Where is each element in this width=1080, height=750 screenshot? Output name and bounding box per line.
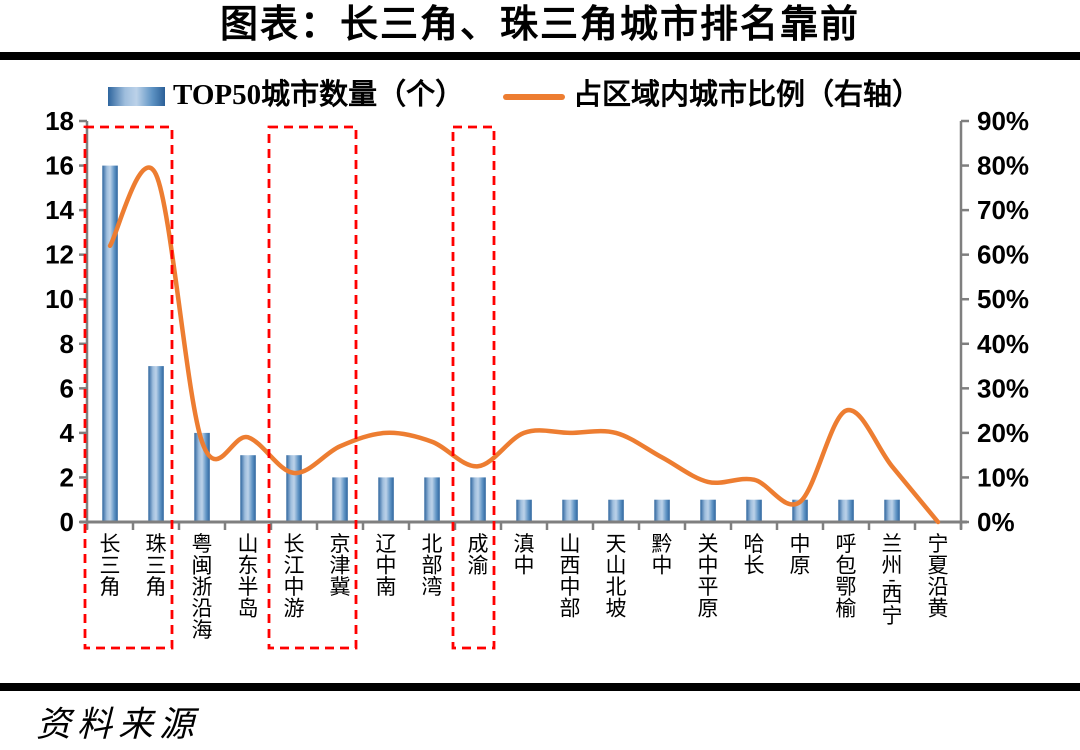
right-axis-tick-label: 60% bbox=[977, 240, 1029, 270]
right-axis-tick-label: 20% bbox=[977, 418, 1029, 448]
category-label: 宁夏沿黄 bbox=[928, 532, 949, 621]
ratio-line bbox=[107, 165, 941, 525]
category-label: 山东半岛 bbox=[238, 532, 259, 621]
line-series-swatch-icon bbox=[503, 93, 565, 100]
category-label: 滇中 bbox=[514, 532, 535, 578]
left-axis-tick-label: 14 bbox=[45, 195, 74, 225]
category-label: 呼包鄂榆 bbox=[836, 532, 857, 621]
category-label: 关中平原 bbox=[698, 532, 719, 621]
category-label: 成渝 bbox=[468, 532, 489, 578]
left-axis-tick-label: 6 bbox=[60, 373, 74, 403]
category-label: 北部湾 bbox=[422, 532, 443, 599]
right-axis-tick-label: 50% bbox=[977, 284, 1029, 314]
bar-series-label: TOP50城市数量（个） bbox=[173, 79, 465, 111]
right-axis-tick-label: 40% bbox=[977, 329, 1029, 359]
category-label: 京津冀 bbox=[330, 532, 351, 599]
bar bbox=[838, 499, 854, 522]
bar-series-swatch-icon bbox=[108, 87, 165, 106]
left-axis-tick-label: 0 bbox=[60, 507, 74, 537]
right-axis-tick-label: 70% bbox=[977, 195, 1029, 225]
legend-item-bars: TOP50城市数量（个） bbox=[108, 80, 464, 110]
bar bbox=[654, 499, 670, 522]
legend-item-line: 占区域内城市比例（右轴） bbox=[503, 80, 921, 110]
bar bbox=[470, 477, 486, 522]
left-axis-tick-label: 10 bbox=[45, 284, 74, 314]
category-label: 兰州-西宁 bbox=[882, 532, 903, 628]
bar bbox=[562, 499, 578, 522]
bar bbox=[332, 477, 348, 522]
left-axis-tick-label: 2 bbox=[60, 462, 74, 492]
bar bbox=[240, 455, 256, 522]
category-label: 中原 bbox=[790, 532, 811, 578]
highlight-box bbox=[83, 125, 174, 650]
category-label: 珠三角 bbox=[146, 532, 167, 599]
right-axis-tick-label: 80% bbox=[977, 151, 1029, 181]
left-axis-tick-label: 8 bbox=[60, 329, 74, 359]
bar bbox=[378, 477, 394, 522]
chart-title: 图表：长三角、珠三角城市排名靠前 bbox=[219, 4, 860, 46]
bar bbox=[746, 499, 762, 522]
right-axis-tick-label: 0% bbox=[977, 507, 1015, 537]
bar bbox=[608, 499, 624, 522]
right-axis-tick-label: 30% bbox=[977, 373, 1029, 403]
highlight-box bbox=[451, 125, 496, 650]
category-label: 粤闽浙沿海 bbox=[192, 532, 213, 642]
title-divider-rule bbox=[0, 52, 1080, 60]
category-label: 天山北坡 bbox=[606, 532, 627, 621]
category-label: 辽中南 bbox=[376, 532, 397, 599]
right-axis-tick-label: 90% bbox=[977, 106, 1029, 136]
footer-divider-rule bbox=[0, 683, 1080, 691]
line-series-label: 占区域内城市比例（右轴） bbox=[573, 79, 922, 111]
source-note: 资料来源 bbox=[36, 705, 201, 744]
bar bbox=[700, 499, 716, 522]
bar bbox=[884, 499, 900, 522]
bar bbox=[424, 477, 440, 522]
bar bbox=[286, 455, 302, 522]
left-axis-tick-label: 18 bbox=[45, 106, 74, 136]
left-axis-tick-label: 12 bbox=[45, 240, 74, 270]
left-axis-tick-label: 4 bbox=[60, 418, 75, 448]
category-label: 哈长 bbox=[744, 532, 765, 578]
bar bbox=[194, 432, 210, 522]
category-label: 黔中 bbox=[652, 532, 673, 578]
bar bbox=[516, 499, 532, 522]
category-label: 山西中部 bbox=[560, 532, 581, 621]
bar bbox=[148, 366, 164, 522]
highlight-box bbox=[267, 125, 358, 650]
category-label: 长三角 bbox=[100, 532, 121, 599]
left-axis-tick-label: 16 bbox=[45, 151, 74, 181]
category-label: 长江中游 bbox=[284, 532, 305, 621]
bar bbox=[102, 165, 118, 522]
right-axis-tick-label: 10% bbox=[977, 462, 1029, 492]
